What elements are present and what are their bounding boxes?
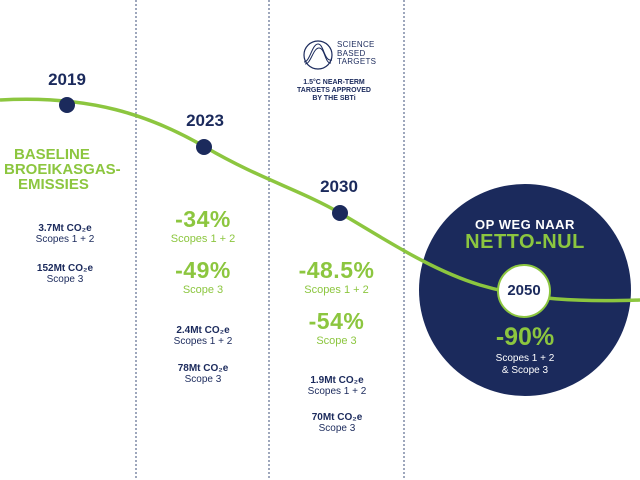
marker-2030 [332,205,348,221]
target2023-scope3-value: 78Mt CO₂e [177,363,229,374]
year-2050-label: 2050 [507,282,541,299]
baseline-scope12-label: Scopes 1 + 2 [35,234,95,245]
year-2019-label: 2019 [48,70,86,89]
sbti-note: 1.5°C NEAR-TERM TARGETS APPROVED BY THE … [279,79,389,103]
baseline-scope12: 3.7Mt CO₂e Scopes 1 + 2 [15,223,115,245]
baseline-scope3-value: 152Mt CO₂e [36,263,94,274]
sbti-logo-text: SCIENCE BASED TARGETS [337,40,397,67]
netzero-scope-line1: Scopes 1 + 2 [495,353,555,364]
target2023-scope12: -34% Scopes 1 + 2 [148,206,258,245]
target2023-scope12-value-label: Scopes 1 + 2 [173,336,233,347]
sbti-logo-line3: TARGETS [337,57,377,66]
target2030-scope3-label: Scope 3 [316,335,357,347]
target2023-scope3-emissions: 78Mt CO₂e Scope 3 [153,363,253,385]
baseline-title-line3: EMISSIES [18,176,89,193]
sbti-note-line3: BY THE SBTi [312,95,356,102]
target2030-scope3-pct: -54% [308,308,365,334]
target2030-scope3-emissions: 70Mt CO₂e Scope 3 [287,412,387,434]
target2023-scope3-pct: -49% [175,257,231,283]
sbti-logo-line2: BASED [337,48,366,58]
sbti-logo-line1: SCIENCE [337,40,375,49]
baseline-title-line2: BROEIKASGAS- [4,161,121,178]
sbti-logo-icon [303,40,333,70]
target2023-scope3: -49% Scope 3 [148,257,258,296]
baseline-scope3-label: Scope 3 [46,274,84,285]
target2030-scope12-value-label: Scopes 1 + 2 [307,386,367,397]
marker-2019 [59,97,75,113]
year-2023-label: 2023 [186,111,224,130]
netzero-title: NETTO-NUL [465,231,585,253]
target2030-scope3: -54% Scope 3 [279,308,394,347]
sbti-note-line2: TARGETS APPROVED [297,87,371,94]
netzero-scope: Scopes 1 + 2 & Scope 3 [465,353,585,377]
target2030-scope12-pct: -48.5% [298,257,375,283]
netzero-pct: -90% [495,323,555,351]
netzero-heading: OP WEG NAAR [475,217,575,232]
marker-2023 [196,139,212,155]
target2023-scope12-label: Scopes 1 + 2 [170,233,236,245]
year-2030-label: 2030 [320,177,358,196]
target2030-scope12-value: 1.9Mt CO₂e [310,375,364,386]
target2030-scope3-value-label: Scope 3 [318,423,356,434]
target2023-scope3-label: Scope 3 [182,284,224,296]
sbti-note-line1: 1.5°C NEAR-TERM [303,79,365,86]
baseline-scope3: 152Mt CO₂e Scope 3 [15,263,115,285]
target2030-scope12-emissions: 1.9Mt CO₂e Scopes 1 + 2 [287,375,387,397]
target2030-scope3-value: 70Mt CO₂e [311,412,363,423]
target2030-scope12: -48.5% Scopes 1 + 2 [279,257,394,296]
target2030-scope12-label: Scopes 1 + 2 [304,284,369,296]
target2023-scope12-pct: -34% [175,206,231,232]
target2023-scope12-emissions: 2.4Mt CO₂e Scopes 1 + 2 [153,325,253,347]
baseline-title-line1: BASELINE [14,146,90,163]
baseline-title: BASELINE BROEIKASGAS- EMISSIES [4,147,124,192]
baseline-scope12-value: 3.7Mt CO₂e [38,223,92,234]
target2023-scope3-value-label: Scope 3 [184,374,222,385]
target2023-scope12-value: 2.4Mt CO₂e [176,325,230,336]
badge-2050 [497,264,551,318]
netzero-scope-line2: & Scope 3 [501,365,549,376]
